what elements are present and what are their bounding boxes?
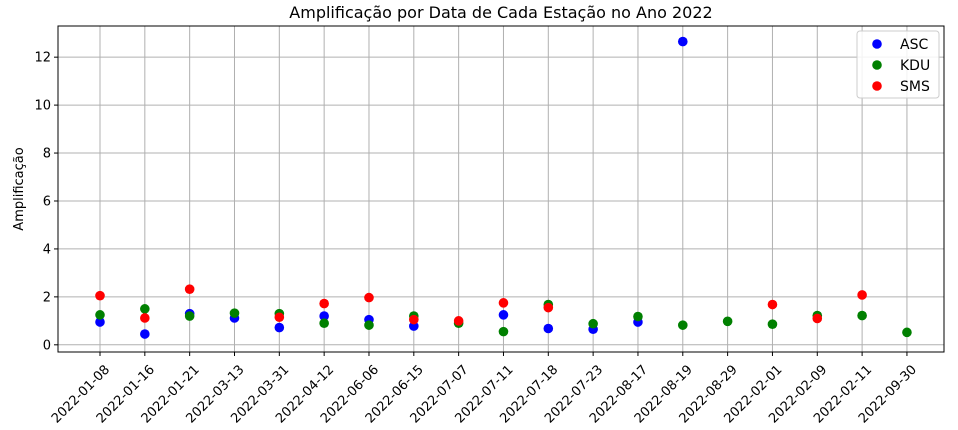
legend-label-kdu: KDU (900, 58, 930, 74)
data-point-sms (184, 284, 195, 294)
chart-title: Amplificação por Data de Cada Estação no… (289, 3, 712, 22)
data-point-sms (364, 292, 374, 303)
y-tick-label: 4 (43, 242, 51, 257)
data-point-kdu (902, 327, 912, 338)
data-point-asc (677, 36, 688, 47)
data-point-kdu (498, 326, 509, 337)
data-point-sms (498, 298, 509, 308)
legend-marker-asc (872, 39, 882, 49)
data-point-asc (95, 317, 105, 327)
data-point-sms (140, 313, 150, 323)
legend-marker-sms (872, 81, 882, 91)
data-point-kdu (767, 319, 778, 329)
legend-label-sms: SMS (900, 79, 930, 95)
plot-frame (57, 25, 945, 353)
data-point-asc (140, 329, 150, 339)
data-layer (95, 36, 912, 339)
data-point-kdu (140, 304, 150, 314)
y-tick-label: 10 (34, 99, 51, 114)
data-point-kdu (184, 311, 195, 321)
data-point-kdu (364, 320, 374, 330)
data-point-asc (543, 323, 554, 334)
legend: ASC KDU SMS (856, 30, 940, 99)
data-point-sms (95, 290, 105, 301)
data-point-sms (767, 299, 778, 310)
data-point-asc (498, 310, 509, 320)
data-point-kdu (588, 318, 598, 329)
data-point-sms (319, 298, 329, 309)
legend-marker-kdu (872, 60, 882, 70)
y-axis-label: Amplificação (12, 147, 27, 230)
y-tick-label: 8 (43, 147, 51, 162)
data-point-kdu (857, 310, 867, 321)
y-tick-label: 12 (34, 51, 51, 66)
y-tick-label: 6 (43, 194, 51, 209)
data-point-kdu (633, 311, 643, 322)
data-point-kdu (677, 320, 688, 330)
y-tick-label: 2 (43, 290, 51, 305)
legend-label-asc: ASC (900, 37, 928, 53)
y-axis: 0 2 4 6 8 10 12 (34, 51, 58, 353)
data-point-kdu (722, 316, 733, 327)
data-point-sms (812, 313, 823, 324)
data-point-sms (857, 290, 867, 300)
data-point-kdu (95, 310, 105, 320)
y-tick-label: 0 (43, 338, 51, 353)
data-point-sms (409, 314, 419, 325)
x-axis: 2022-01-082022-01-162022-01-212022-03-13… (49, 352, 920, 426)
data-point-asc (274, 322, 285, 333)
data-point-sms (274, 312, 285, 323)
data-point-asc (319, 311, 329, 321)
data-point-sms (543, 302, 554, 313)
data-point-kdu (319, 318, 329, 329)
data-point-kdu (229, 308, 240, 318)
data-point-sms (453, 316, 464, 326)
